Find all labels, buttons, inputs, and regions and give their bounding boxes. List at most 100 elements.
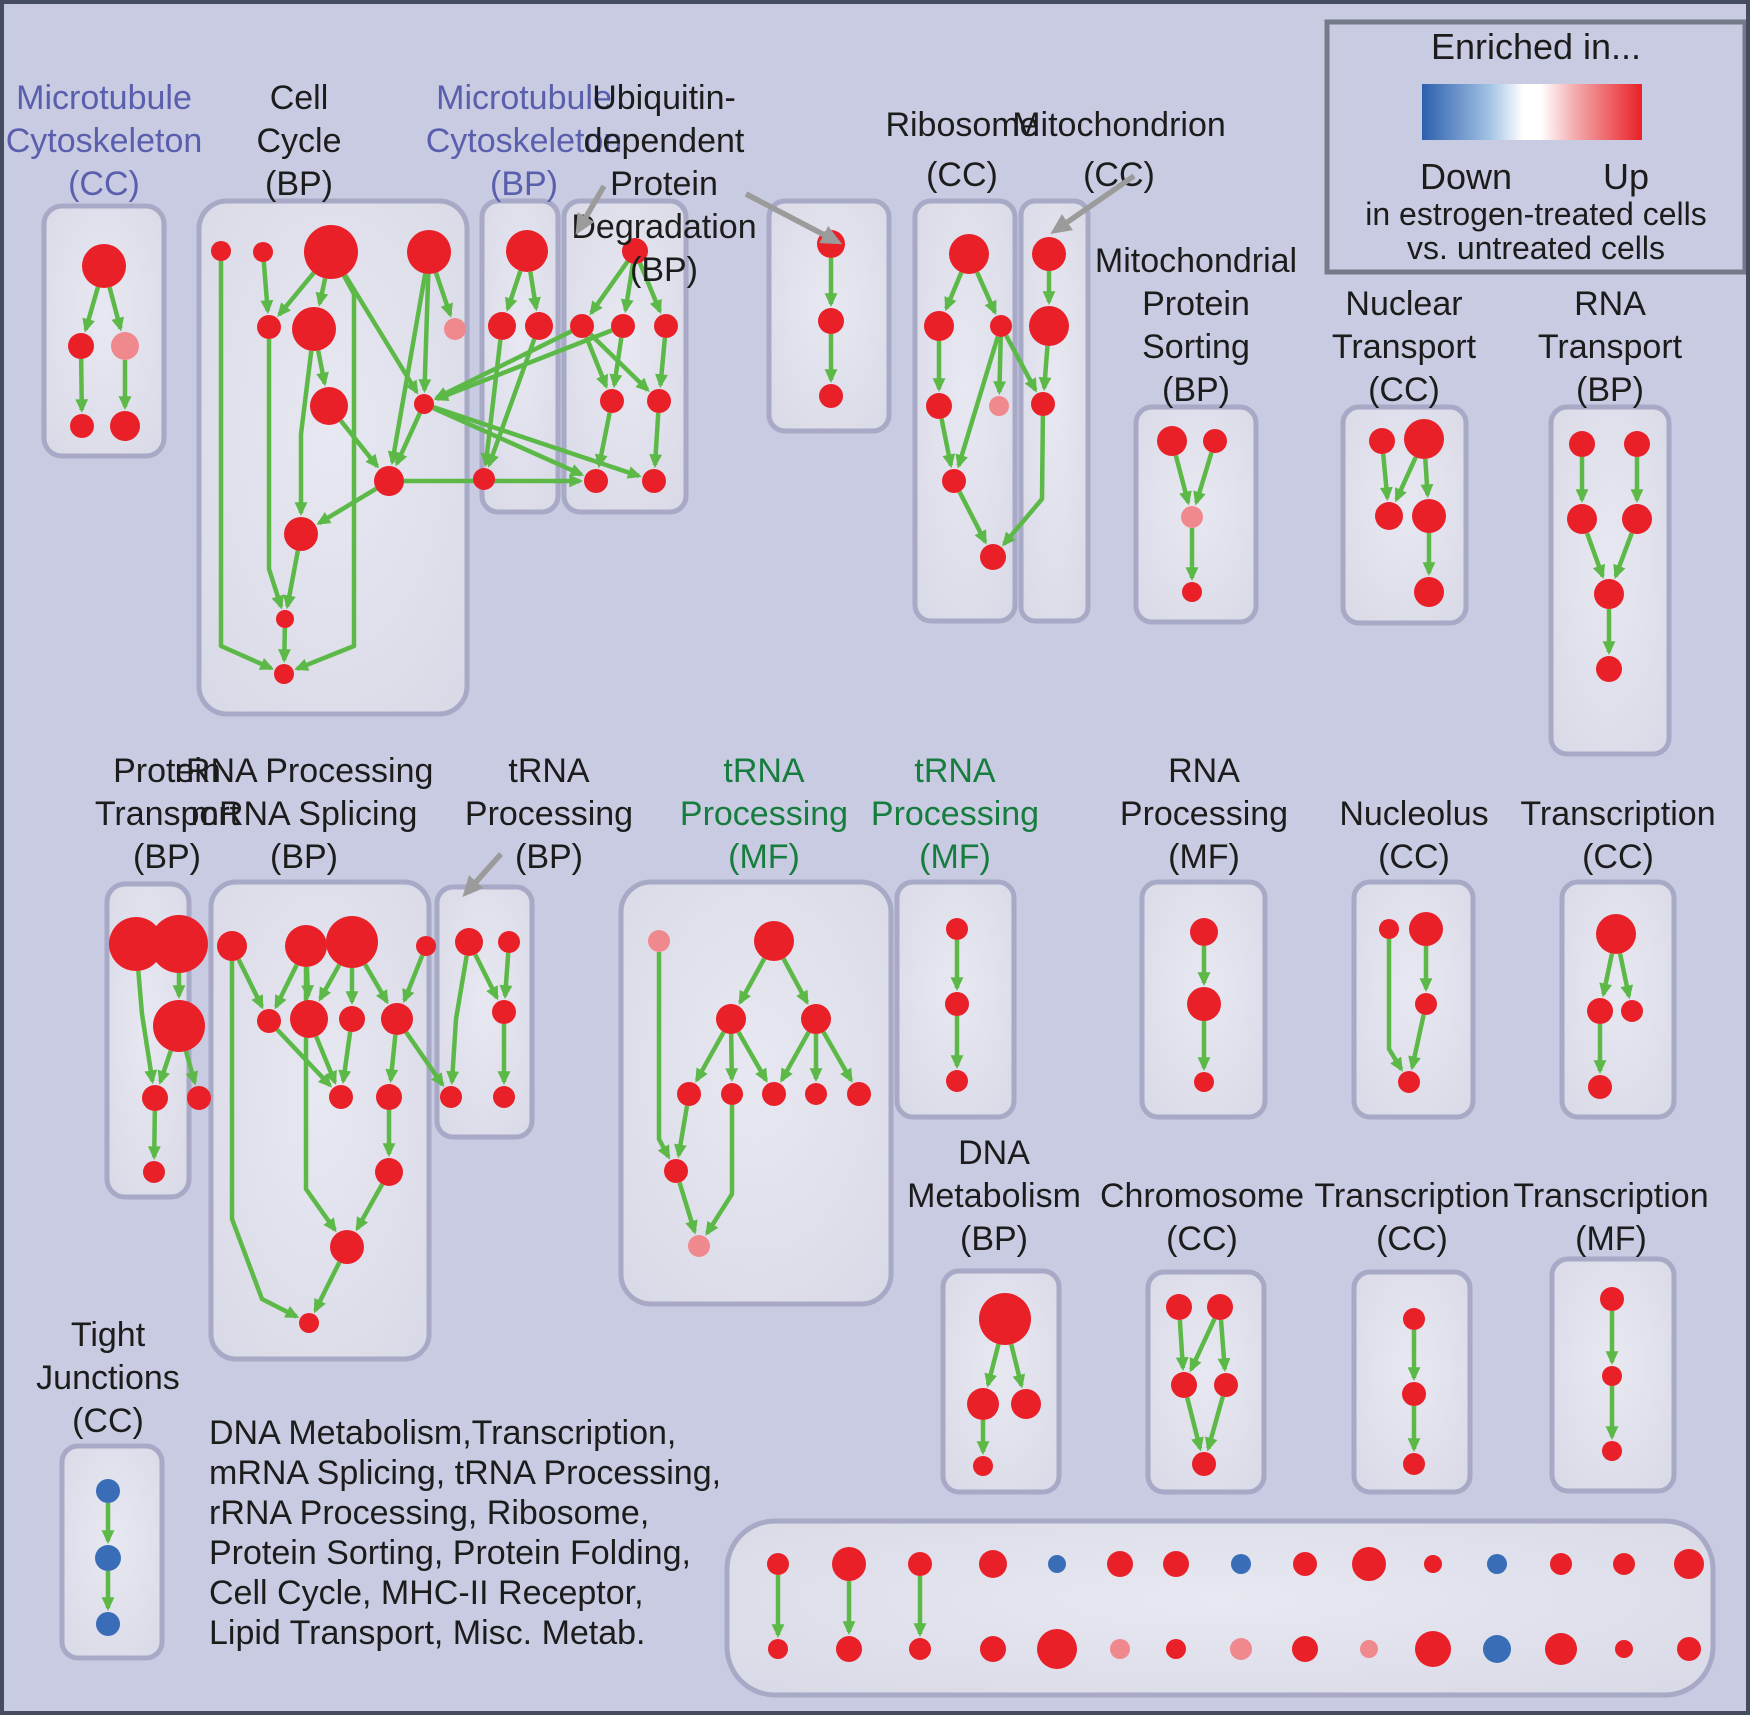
- legend-down-label: Down: [1420, 156, 1512, 197]
- go-term-node-rt-c: [1567, 504, 1597, 534]
- cluster-label-line: Cycle: [256, 122, 341, 160]
- legend-gradient-bar: [1422, 84, 1642, 140]
- go-term-node-ribosome-c: [990, 315, 1012, 337]
- go-term-node-pt-d: [142, 1085, 168, 1111]
- cluster-label-line: rRNA Processing: [175, 752, 434, 790]
- edge-cross-cell_cycle-I-ubiq1-g: [432, 405, 642, 479]
- go-term-node-trna_bp-t2: [498, 931, 520, 953]
- go-term-node-cell_cycle-F: [292, 307, 336, 351]
- edge-cell_cycle-C-I: [343, 273, 419, 395]
- edge-chrom-c-e: [1185, 1397, 1204, 1452]
- go-term-node-tr_cc1-a: [1596, 914, 1636, 954]
- edge-mt_cc-a-c: [107, 286, 124, 332]
- cluster-label-line: (BP): [490, 165, 558, 203]
- go-term-node-trna_mf2-c: [946, 1070, 968, 1092]
- note-line: mRNA Splicing, tRNA Processing,: [209, 1454, 721, 1492]
- cluster-label-line: Microtubule: [436, 79, 612, 117]
- edge-trna_mf1-c1-d: [674, 1105, 690, 1159]
- go-term-node-cell_cycle-K: [284, 517, 318, 551]
- edge-cell_cycle-B-E: [260, 261, 274, 315]
- go-term-node-tr_cc1-b: [1587, 998, 1613, 1024]
- cluster-label-chrom: Chromosome (CC): [1100, 1177, 1304, 1258]
- edge-cell_cycle-D-I: [418, 273, 432, 394]
- go-term-node-rt-f: [1596, 656, 1622, 682]
- go-term-node-rrna-n2: [285, 925, 327, 967]
- go-term-node-mt_bp-a: [506, 230, 548, 272]
- cluster-label-line: (BP): [265, 165, 333, 203]
- cluster-label-line: Transcription: [1513, 1177, 1708, 1215]
- cluster-label-ribosome: Ribosome (CC): [885, 106, 1038, 194]
- go-term-node-cell_cycle-B: [253, 242, 273, 262]
- edge-cell_cycle-C-F: [315, 277, 329, 307]
- go-term-node-mps-a: [1157, 426, 1187, 456]
- edge-rrna-r-s: [313, 1261, 342, 1314]
- go-term-node-tight-a: [96, 1479, 120, 1503]
- cluster-label-line: (CC): [72, 1402, 144, 1440]
- go-term-node-misc-t4: [1048, 1555, 1066, 1573]
- go-term-node-rrna-m2: [290, 1000, 328, 1038]
- go-term-node-rrna-p1: [329, 1085, 353, 1109]
- edge-ribosome-c-e: [993, 336, 1007, 396]
- go-term-node-tr_cc2-b: [1402, 1382, 1426, 1406]
- go-term-node-trna_mf1-e: [688, 1235, 710, 1257]
- go-term-node-trna_bp-t4: [440, 1086, 462, 1108]
- go-term-node-dna-b: [967, 1388, 999, 1420]
- legend-subtitle-1: in estrogen-treated cells: [1365, 196, 1707, 232]
- label-pointer-arrow-3: [462, 852, 504, 898]
- edge-dna-a-c: [1009, 1343, 1026, 1389]
- cluster-label-line: (CC): [1376, 1220, 1448, 1258]
- go-term-node-rrna-n4: [416, 936, 436, 956]
- cluster-label-line: (BP): [1162, 371, 1230, 409]
- cluster-label-line: Nucleolus: [1339, 795, 1488, 833]
- go-term-node-ubiq1-t: [622, 238, 648, 264]
- edge-rt-d-e: [1613, 532, 1634, 580]
- cluster-label-line: Protein: [1142, 285, 1250, 323]
- edge-tr_cc1-a-b: [1599, 953, 1615, 998]
- cluster-label-line: Protein: [113, 752, 221, 790]
- cluster-label-line: Mitochondrial: [1095, 242, 1297, 280]
- edge-ribosome-a-b: [944, 271, 964, 312]
- edge-tr_cc1-a-c: [1617, 953, 1634, 1000]
- go-term-node-misc-t14: [1674, 1549, 1704, 1579]
- go-term-node-misc-b14: [1677, 1637, 1701, 1661]
- cluster-label-line: Ubiquitin-: [592, 79, 736, 117]
- cluster-label-pt: Protein Transport (BP): [95, 752, 240, 876]
- edge-rrna-q-r: [355, 1183, 385, 1232]
- go-term-node-trna_mf1-pk: [648, 930, 670, 952]
- cluster-label-ubiq1: Ubiquitin-dependent Protein Degradation (BP…: [571, 79, 756, 289]
- edge-mt_bp-c-d: [486, 338, 537, 468]
- edge-mt_cc-b-d: [75, 358, 89, 414]
- go-term-node-nt-d: [1412, 499, 1446, 533]
- cluster-label-tr_cc2: Transcription (CC): [1314, 1177, 1509, 1258]
- go-term-node-trna_mf2-b: [945, 992, 969, 1016]
- edge-trna_mf1-big-b: [781, 957, 809, 1005]
- go-term-node-trna_mf1-c5: [847, 1082, 871, 1106]
- cluster-label-line: (BP): [630, 251, 698, 289]
- cluster-label-tight: Tight Junctions (CC): [36, 1316, 180, 1440]
- go-term-node-rt-b: [1624, 431, 1650, 457]
- go-term-node-ribosome-e: [989, 396, 1009, 416]
- go-term-node-nt-b: [1404, 419, 1444, 459]
- edge-trna_mf1-b-c3: [779, 1030, 811, 1083]
- edge-ribosome-d-f: [939, 418, 956, 469]
- cluster-box-trna_mf1: [618, 879, 894, 1307]
- edge-mt_bp-b-d: [480, 339, 503, 468]
- edge-ubiq1-d-f: [594, 412, 612, 469]
- go-term-node-cell_cycle-E: [257, 315, 281, 339]
- note-line: Cell Cycle, MHC-II Receptor,: [209, 1574, 644, 1612]
- go-term-node-misc-b11: [1483, 1635, 1511, 1663]
- go-term-node-misc-t3: [979, 1550, 1007, 1578]
- edge-cell_cycle-H-J: [339, 419, 380, 469]
- go-term-node-mt_cc-b: [68, 333, 94, 359]
- go-term-node-mt_cc-e: [110, 411, 140, 441]
- go-term-node-rp_mf-a: [1190, 918, 1218, 946]
- go-term-node-misc-t2: [908, 1552, 932, 1576]
- go-term-node-dna-a: [979, 1293, 1031, 1345]
- cluster-label-line: DNA: [958, 1134, 1030, 1172]
- cluster-box-misc: [724, 1518, 1716, 1698]
- go-term-node-cell_cycle-I: [414, 394, 434, 414]
- layer-boxes: [41, 198, 1716, 1698]
- edge-trna_bp-t1-t3: [473, 953, 499, 1001]
- edge-rrna-m2-p1: [314, 1035, 338, 1086]
- go-term-node-ubiq2-b: [818, 308, 844, 334]
